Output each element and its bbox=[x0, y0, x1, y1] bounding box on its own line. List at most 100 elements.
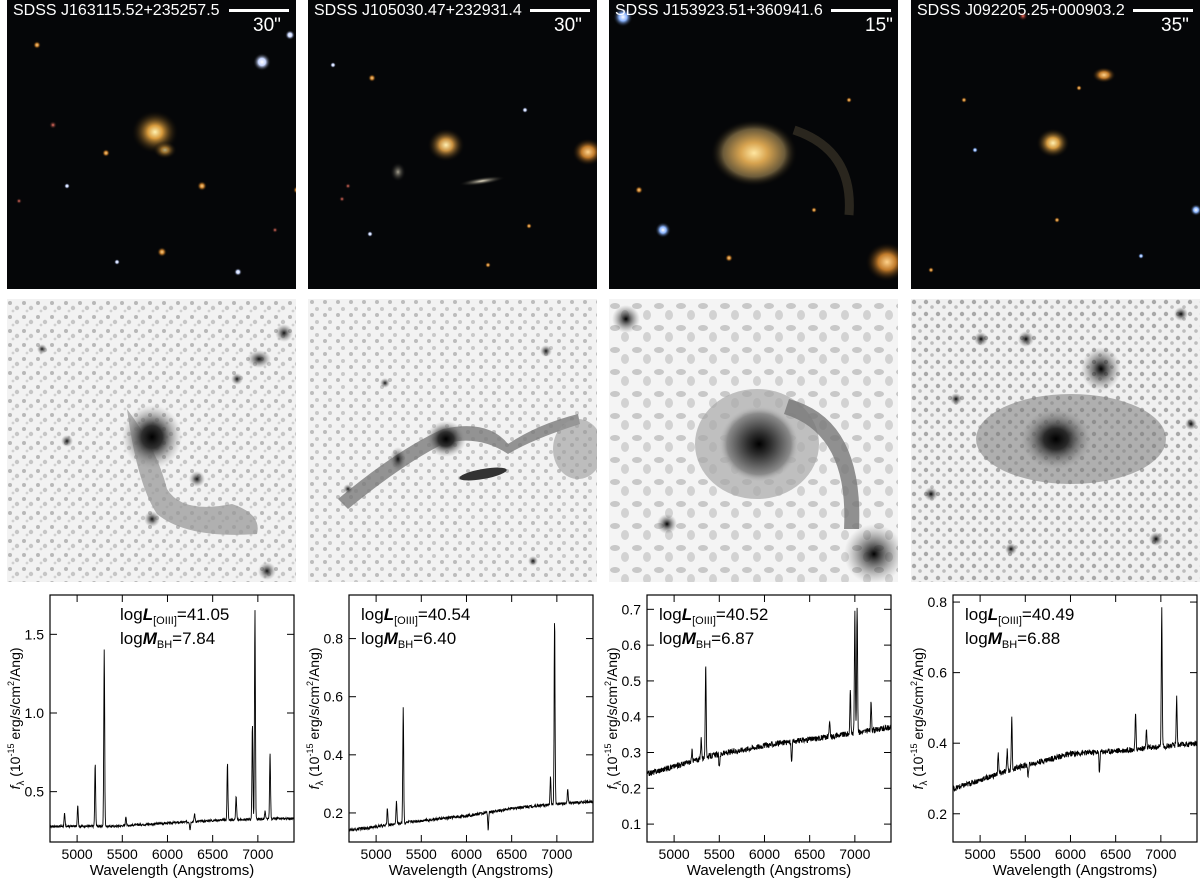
y-axis-label: fλ (10-15 erg/s/cm2/Ang) bbox=[909, 647, 930, 789]
x-tick-label: 7000 bbox=[541, 846, 572, 862]
annotation: logMBH=7.84 bbox=[120, 629, 215, 651]
deep-image-1 bbox=[7, 299, 296, 582]
annotation-value: =41.05 bbox=[177, 605, 229, 624]
y-tick-label: 0.8 bbox=[928, 594, 948, 610]
y-axis-label: fλ (10-15 erg/s/cm2/Ang) bbox=[603, 647, 624, 789]
annotation-log: log bbox=[361, 629, 384, 648]
y-tick-label: 0.5 bbox=[25, 784, 45, 800]
annotation: logL[OIII]=41.05 bbox=[120, 605, 229, 627]
annotation: logL[OIII]=40.49 bbox=[965, 605, 1074, 627]
x-axis-label: Wavelength (Angstroms) bbox=[90, 862, 255, 879]
x-tick-label: 5000 bbox=[62, 846, 93, 862]
y-tick-label: 0.8 bbox=[324, 631, 344, 647]
y-axis-label-part: λ bbox=[16, 781, 27, 786]
spectrum-line bbox=[348, 623, 594, 832]
annotation: logMBH=6.87 bbox=[659, 629, 754, 651]
spectrum-panel-2: 5000 5500 6000 6500 7000 0.2 0.4 0.6 0.8 Waveleng… bbox=[305, 594, 594, 879]
annotation-log: log bbox=[965, 605, 988, 624]
y-tick-label: 0.7 bbox=[622, 601, 642, 617]
y-axis-label-part: /Ang) bbox=[604, 647, 620, 680]
x-tick-label: 6000 bbox=[1055, 846, 1086, 862]
scale-bar bbox=[530, 9, 590, 12]
x-tick-label: 6500 bbox=[1100, 846, 1131, 862]
annotation-value: =6.88 bbox=[1017, 629, 1060, 648]
annotation-sub: BH bbox=[696, 639, 711, 651]
color-image-2: SDSS J105030.47+232931.4 30" bbox=[308, 0, 597, 289]
annotation-symbol: L bbox=[384, 605, 394, 624]
spectra-row: 5000 5500 6000 6500 7000 0.5 1.0 1.5 Wavelength … bbox=[6, 594, 1198, 879]
color-image-3: SDSS J153923.51+360941.6 15" bbox=[609, 0, 898, 289]
x-tick-label: 6000 bbox=[451, 846, 482, 862]
annotation-value: =7.84 bbox=[172, 629, 215, 648]
y-axis-label-part: f bbox=[604, 784, 620, 790]
y-axis-label-part: 2 bbox=[6, 681, 16, 686]
y-axis-label: fλ (10-15 erg/s/cm2/Ang) bbox=[6, 647, 27, 789]
y-tick-label: 1.5 bbox=[25, 626, 45, 642]
x-tick-label: 5000 bbox=[965, 846, 996, 862]
y-tick-label: 0.4 bbox=[622, 709, 642, 725]
annotation-log: log bbox=[965, 629, 988, 648]
x-tick-label: 7000 bbox=[1145, 846, 1176, 862]
scale-bar bbox=[229, 9, 289, 12]
annotation-value: =40.49 bbox=[1022, 605, 1074, 624]
annotation-symbol: L bbox=[988, 605, 998, 624]
y-axis-label-part: -15 bbox=[603, 744, 613, 757]
y-axis-label-part: 2 bbox=[305, 681, 315, 686]
annotation-log: log bbox=[659, 605, 682, 624]
deep-image-1-tidal bbox=[7, 299, 296, 582]
annotation-symbol: M bbox=[682, 629, 697, 648]
scale-label: 30" bbox=[253, 15, 281, 36]
deep-image-4 bbox=[911, 299, 1200, 582]
spectrum-panel-1: 5000 5500 6000 6500 7000 0.5 1.0 1.5 Wavelength … bbox=[6, 594, 295, 879]
scale-label: 15" bbox=[865, 15, 893, 36]
y-axis-label-part: f bbox=[910, 784, 926, 790]
deep-image-3-tidal bbox=[609, 299, 898, 582]
spectrum-line bbox=[646, 607, 892, 777]
y-axis-label-part: /Ang) bbox=[7, 647, 23, 680]
x-tick-label: 6000 bbox=[152, 846, 183, 862]
y-tick-label: 0.2 bbox=[928, 806, 948, 822]
annotation-symbol: L bbox=[143, 605, 153, 624]
y-tick-label: 0.5 bbox=[622, 673, 642, 689]
scale-bar bbox=[831, 9, 891, 12]
y-tick-label: 0.6 bbox=[324, 689, 344, 705]
annotation-value: =40.52 bbox=[716, 605, 768, 624]
plot-frame bbox=[348, 594, 594, 843]
scale-label: 35" bbox=[1161, 15, 1189, 36]
y-axis-label-part: λ bbox=[919, 781, 930, 786]
annotation-sub: BH bbox=[398, 639, 413, 651]
color-image-3-galaxy bbox=[613, 7, 898, 282]
x-tick-label: 5500 bbox=[406, 846, 437, 862]
annotation-symbol: M bbox=[384, 629, 399, 648]
y-axis-label-part: -15 bbox=[6, 744, 16, 757]
object-name: SDSS J105030.47+232931.4 bbox=[314, 2, 522, 19]
x-tick-label: 5500 bbox=[1010, 846, 1041, 862]
annotation-sub: [OIII] bbox=[692, 615, 716, 627]
x-tick-label: 7000 bbox=[839, 846, 870, 862]
spectrum-panel-4: 5000 5500 6000 6500 7000 0.2 0.4 0.6 0.8 Waveleng… bbox=[909, 594, 1198, 879]
y-tick-label: 0.2 bbox=[324, 805, 344, 821]
color-image-2-galaxy bbox=[330, 62, 597, 268]
y-tick-label: 1.0 bbox=[25, 705, 45, 721]
x-tick-label: 6500 bbox=[496, 846, 527, 862]
y-axis-label-part: f bbox=[306, 784, 322, 790]
annotation-log: log bbox=[659, 629, 682, 648]
annotation-sub: [OIII] bbox=[153, 615, 177, 627]
object-name: SDSS J092205.25+000903.2 bbox=[917, 2, 1125, 19]
annotation-sub: BH bbox=[157, 639, 172, 651]
color-image-4-galaxy bbox=[928, 11, 1200, 273]
y-axis-label-part: -15 bbox=[909, 744, 919, 757]
x-tick-label: 7000 bbox=[242, 846, 273, 862]
y-axis-label: fλ (10-15 erg/s/cm2/Ang) bbox=[305, 647, 326, 789]
y-tick-label: 0.6 bbox=[928, 665, 948, 681]
annotation-sub: [OIII] bbox=[998, 615, 1022, 627]
x-axis-label: Wavelength (Angstroms) bbox=[389, 862, 554, 879]
spectrum-line bbox=[952, 607, 1198, 792]
y-axis-label-part: λ bbox=[315, 781, 326, 786]
x-axis-label: Wavelength (Angstroms) bbox=[993, 862, 1158, 879]
x-tick-label: 5500 bbox=[704, 846, 735, 862]
annotation: logMBH=6.40 bbox=[361, 629, 456, 651]
y-axis-label-part: /Ang) bbox=[910, 647, 926, 680]
color-image-4: SDSS J092205.25+000903.2 35" bbox=[911, 0, 1200, 289]
y-tick-label: 0.3 bbox=[622, 745, 642, 761]
